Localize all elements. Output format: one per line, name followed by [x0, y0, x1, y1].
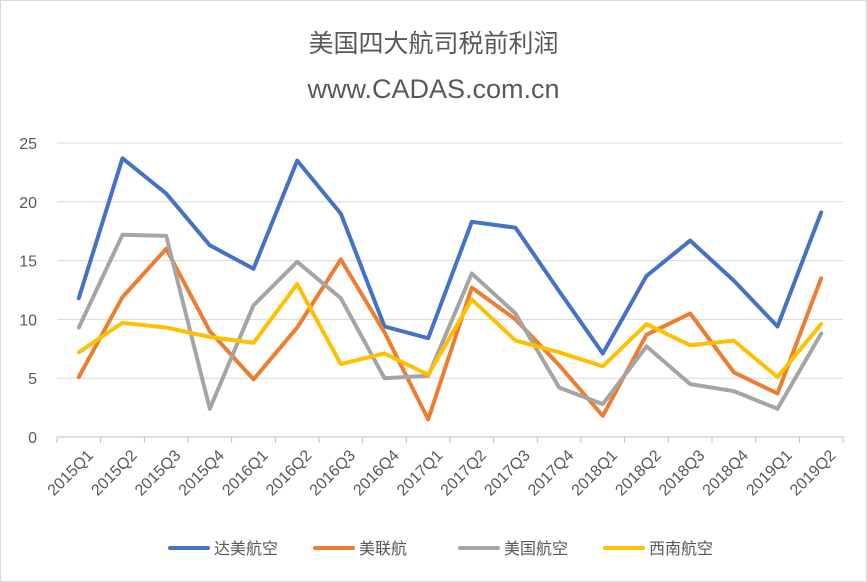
x-tick-label: 2018Q3 — [656, 447, 708, 499]
x-tick-label: 2016Q1 — [219, 447, 271, 499]
y-tick-label: 20 — [19, 195, 37, 212]
x-tick-label: 2016Q4 — [350, 447, 402, 499]
gridlines — [57, 142, 843, 438]
series-line-0 — [76, 156, 824, 356]
series-line-2 — [76, 232, 824, 411]
x-tick-label: 2015Q3 — [132, 447, 184, 499]
x-tick-label: 2015Q4 — [176, 447, 228, 499]
y-tick-label: 10 — [19, 312, 37, 329]
y-tick-label: 15 — [19, 254, 37, 271]
x-tick-label: 2017Q4 — [525, 447, 577, 499]
x-axis: 2015Q12015Q22015Q32015Q42016Q12016Q22016… — [45, 437, 844, 499]
legend-label: 达美航空 — [214, 539, 278, 558]
legend-label: 美国航空 — [504, 539, 568, 558]
x-tick-label: 2016Q3 — [307, 447, 359, 499]
x-tick-label: 2017Q3 — [481, 447, 533, 499]
x-tick-label: 2017Q2 — [438, 447, 490, 499]
x-tick-label: 2018Q4 — [700, 447, 752, 499]
x-tick-label: 2015Q1 — [45, 447, 97, 499]
x-tick-label: 2019Q1 — [743, 447, 795, 499]
chart-title: 美国四大航司税前利润 — [308, 29, 559, 58]
x-tick-label: 2019Q2 — [787, 447, 839, 499]
x-tick-label: 2018Q1 — [569, 447, 621, 499]
y-tick-label: 25 — [19, 136, 37, 153]
legend-label: 美联航 — [359, 539, 407, 558]
series-lines — [76, 156, 824, 422]
x-tick-label: 2017Q1 — [394, 447, 446, 499]
series-line-3 — [76, 282, 824, 379]
y-tick-label: 5 — [28, 371, 37, 388]
series-line-1 — [76, 246, 824, 422]
legend-label: 西南航空 — [649, 539, 713, 558]
legend: 达美航空 美联航 美国航空 西南航空 — [168, 539, 713, 558]
chart-subtitle: www.CADAS.com.cn — [307, 74, 560, 104]
x-tick-label: 2018Q2 — [612, 447, 664, 499]
x-tick-label: 2016Q2 — [263, 447, 315, 499]
x-tick-label: 2015Q2 — [88, 447, 140, 499]
y-axis: 0 5 10 15 20 25 — [19, 136, 37, 447]
y-tick-label: 0 — [28, 430, 37, 447]
